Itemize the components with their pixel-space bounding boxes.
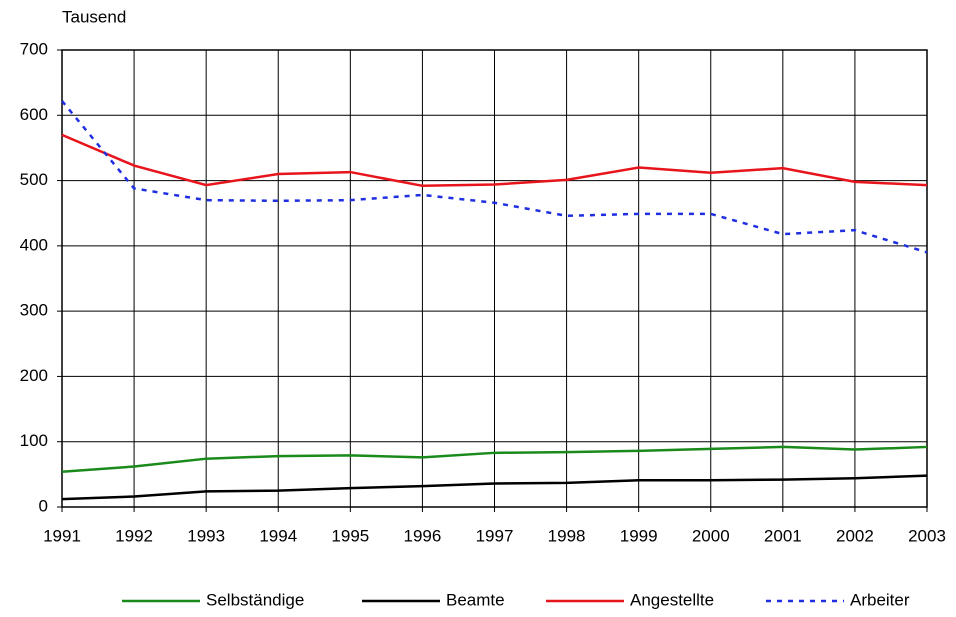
x-tick-label: 2003	[908, 526, 946, 545]
series-line	[61, 474, 928, 501]
series-line	[61, 445, 928, 473]
y-tick-label: 600	[20, 105, 48, 124]
y-tick-label: 700	[20, 39, 48, 58]
x-tick-label: 1997	[476, 526, 514, 545]
y-tick-label: 300	[20, 301, 48, 320]
y-axis-label: Tausend	[62, 7, 126, 26]
legend-label: Selbständige	[206, 590, 304, 609]
x-tick-label: 2002	[836, 526, 874, 545]
legend-label: Angestellte	[630, 590, 714, 609]
series-line	[61, 133, 928, 188]
y-tick-label: 200	[20, 366, 48, 385]
x-tick-label: 1999	[620, 526, 658, 545]
y-tick-label: 100	[20, 431, 48, 450]
legend-label: Beamte	[446, 590, 505, 609]
y-tick-label: 400	[20, 235, 48, 254]
series-line	[61, 100, 928, 254]
plot-frame	[61, 49, 928, 508]
x-tick-label: 2001	[764, 526, 802, 545]
x-tick-label: 1994	[259, 526, 297, 545]
x-tick-label: 1995	[331, 526, 369, 545]
x-tick-label: 2000	[692, 526, 730, 545]
x-tick-label: 1991	[43, 526, 81, 545]
x-tick-label: 1992	[115, 526, 153, 545]
y-tick-label: 500	[20, 170, 48, 189]
x-tick-label: 1996	[404, 526, 442, 545]
legend-label: Arbeiter	[850, 590, 910, 609]
x-tick-label: 1998	[548, 526, 586, 545]
y-tick-label: 0	[39, 496, 48, 515]
x-tick-label: 1993	[187, 526, 225, 545]
